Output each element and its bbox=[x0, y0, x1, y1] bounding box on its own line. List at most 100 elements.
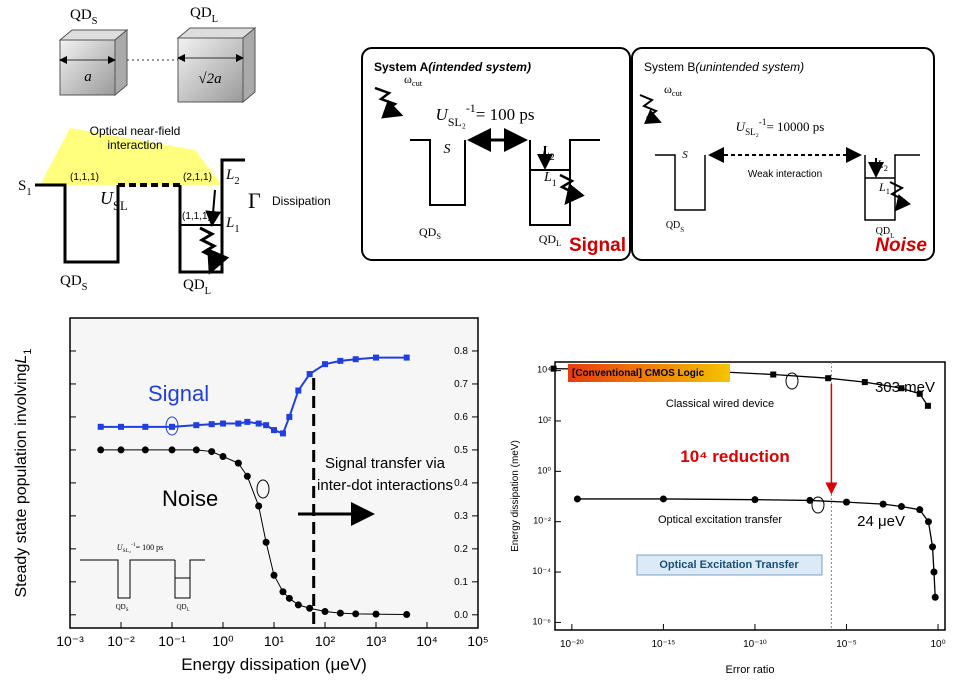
text-part: Noise bbox=[875, 235, 927, 256]
interaction-label: Weak interaction bbox=[748, 169, 822, 180]
text-part: 303 meV bbox=[875, 379, 935, 396]
text-part: 2 bbox=[884, 164, 888, 173]
data-point bbox=[373, 355, 379, 361]
plot-frame bbox=[70, 318, 478, 628]
text-part: S bbox=[682, 149, 688, 161]
annotation: inter-dot interactions bbox=[317, 477, 453, 494]
page: {"diagram":{"qd_s":{"label":"QD","sub":"… bbox=[0, 0, 954, 682]
x-axis-label: Error ratio bbox=[726, 664, 775, 676]
state-label: (1,1,1) bbox=[70, 172, 99, 183]
text-part: = 100 ps bbox=[136, 543, 164, 552]
state-label: (1,1,1) bbox=[182, 211, 211, 222]
data-point bbox=[256, 421, 262, 427]
x-tick-label: 10³ bbox=[366, 633, 387, 649]
y-tick-label: 10⁻² bbox=[533, 516, 551, 526]
x-tick-label: 10¹ bbox=[264, 633, 285, 649]
text-part: QD bbox=[116, 603, 126, 611]
y-tick-label: 10⁻⁴ bbox=[532, 566, 551, 576]
data-point bbox=[930, 569, 937, 576]
text-part: = 100 ps bbox=[476, 105, 535, 124]
data-point bbox=[263, 539, 270, 546]
data-point bbox=[862, 379, 868, 385]
text-part: QD bbox=[190, 5, 212, 21]
level-label: S bbox=[682, 149, 688, 161]
text-part: ω bbox=[664, 82, 672, 96]
text-part: √2a bbox=[198, 71, 221, 87]
data-point bbox=[322, 361, 328, 367]
text-part: 10⁻⁴ bbox=[532, 566, 551, 576]
data-point bbox=[169, 446, 176, 453]
data-point bbox=[286, 414, 292, 420]
data-point bbox=[403, 611, 410, 618]
text-part: S bbox=[444, 142, 451, 157]
x-tick-label: 10² bbox=[315, 633, 336, 649]
text-part: [Conventional] CMOS Logic bbox=[572, 368, 705, 379]
data-point bbox=[142, 446, 149, 453]
y-tick-label: 0.0 bbox=[454, 609, 468, 620]
x-tick-label: 10⁻⁵ bbox=[836, 639, 857, 650]
text-part: -1 bbox=[466, 101, 476, 115]
data-point bbox=[271, 427, 277, 433]
text-part: 10⁰ bbox=[930, 639, 945, 650]
x-tick-label: 10⁰ bbox=[930, 639, 945, 650]
data-point bbox=[255, 502, 262, 509]
data-point bbox=[337, 358, 343, 364]
text-part: QD bbox=[419, 225, 437, 239]
data-point bbox=[118, 446, 125, 453]
data-point bbox=[306, 605, 313, 612]
text-part: L bbox=[556, 239, 561, 248]
text-part: 10⁻² bbox=[533, 516, 551, 526]
data-point bbox=[551, 366, 557, 372]
text-part: 1 bbox=[552, 178, 557, 189]
data-point bbox=[322, 608, 329, 615]
data-point bbox=[280, 430, 286, 436]
text-part: inter-dot interactions bbox=[317, 477, 453, 494]
text-part: 10⁻¹⁵ bbox=[651, 639, 675, 650]
banner-label: [Conventional] CMOS Logic bbox=[572, 368, 705, 379]
data-point bbox=[925, 518, 932, 525]
text-part: L bbox=[225, 167, 234, 183]
text-part: QD bbox=[666, 220, 680, 231]
text-part: (1,1,1) bbox=[70, 172, 99, 183]
y-axis-label: Energy dissipation (meV) bbox=[510, 440, 521, 552]
y-tick-label: 0.3 bbox=[454, 511, 468, 522]
text-part: S bbox=[18, 178, 26, 194]
y-tick-label: 10⁴ bbox=[537, 365, 551, 375]
state-label: (2,1,1) bbox=[183, 172, 212, 183]
text-part: Steady state population involving bbox=[13, 364, 30, 598]
x-tick-label: 10⁻¹⁵ bbox=[651, 639, 675, 650]
text-part: Signal bbox=[148, 381, 209, 406]
result-label: Signal bbox=[569, 235, 626, 256]
dissipation-label: Dissipation bbox=[272, 194, 331, 208]
qd-label: QDS bbox=[60, 273, 88, 292]
result-label: Noise bbox=[875, 235, 927, 256]
text-part: L bbox=[212, 14, 218, 25]
text-part: Γ bbox=[248, 188, 261, 213]
text-part: 0.1 bbox=[454, 576, 468, 587]
text-part: 10⁴ reduction bbox=[680, 447, 790, 466]
series-label: Optical excitation transfer bbox=[658, 514, 782, 526]
text-part: 10⁻⁵ bbox=[836, 639, 857, 650]
text-part: Optical excitation transfer bbox=[658, 514, 782, 526]
text-part: SL bbox=[113, 199, 128, 213]
data-point bbox=[916, 506, 923, 513]
text-part: SL₂ bbox=[745, 127, 759, 137]
text-part: QD bbox=[176, 603, 186, 611]
text-part: 10⁰ bbox=[212, 633, 234, 649]
data-point bbox=[286, 595, 293, 602]
text-part: a bbox=[84, 69, 92, 85]
value-label: 24 μeV bbox=[857, 513, 905, 530]
data-point bbox=[193, 422, 199, 428]
data-point bbox=[98, 424, 104, 430]
annotation: Signal transfer via bbox=[325, 455, 446, 472]
text-part: 10⁻⁶ bbox=[533, 617, 552, 627]
level-label: S bbox=[444, 142, 451, 157]
text-part: 1 bbox=[22, 348, 34, 354]
data-point bbox=[118, 424, 124, 430]
text-part: 0.8 bbox=[454, 346, 468, 357]
interaction-label: Optical near-field bbox=[90, 124, 181, 138]
text-part: L bbox=[187, 608, 190, 613]
text-part: 10² bbox=[538, 415, 551, 425]
text-part: 10¹ bbox=[264, 633, 285, 649]
data-point bbox=[279, 588, 286, 595]
